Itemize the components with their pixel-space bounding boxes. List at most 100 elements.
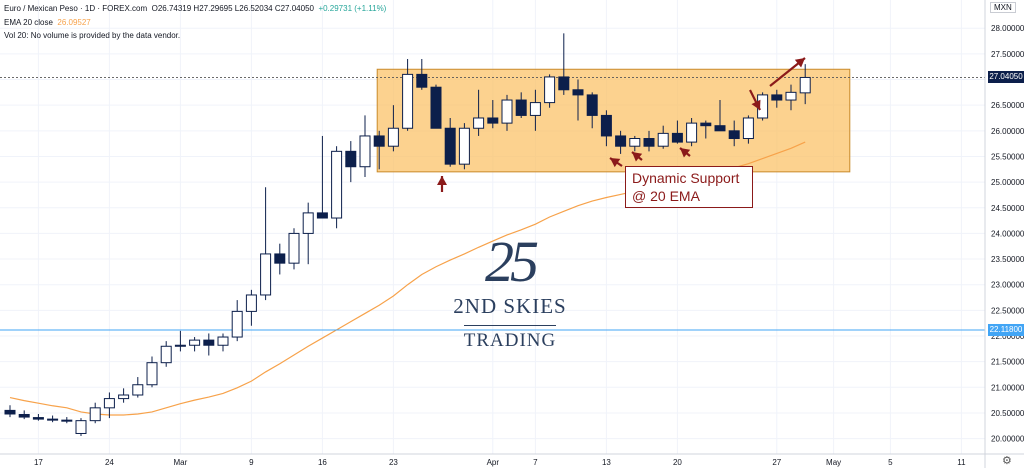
y-tick-label: 21.50000 (991, 358, 1024, 367)
candle (189, 337, 201, 352)
watermark-line-1: 2ND SKIES (453, 294, 567, 318)
callout-line-2: @ 20 EMA (632, 188, 700, 204)
candle (160, 341, 172, 367)
candle (615, 130, 627, 154)
y-tick-label: 26.00000 (991, 127, 1024, 136)
annotation-arrows (437, 57, 806, 192)
y-tick-label: 20.50000 (991, 409, 1024, 418)
candle-body (132, 384, 144, 396)
candle-body (260, 253, 272, 296)
candle (544, 74, 556, 108)
ohlc-values: O26.74319 H27.29695 L26.52034 C27.04050 (151, 4, 314, 13)
candle (657, 125, 669, 149)
candle (714, 100, 726, 132)
volume-legend: Vol 20: No volume is provided by the dat… (4, 31, 180, 40)
candle-body (515, 99, 527, 116)
x-tick-label: Apr (487, 458, 500, 467)
candle (4, 405, 16, 418)
currency-unit-label[interactable]: MXN (990, 2, 1016, 13)
candle (799, 64, 811, 105)
candle (402, 58, 414, 131)
candle-body (146, 362, 158, 386)
candle-body (387, 127, 399, 147)
candle (245, 289, 257, 326)
candle (89, 402, 101, 424)
x-tick-label: 7 (533, 458, 538, 467)
arrow-head (632, 152, 643, 162)
x-tick-label: Mar (174, 458, 188, 467)
candle (771, 89, 783, 108)
arrow-head (680, 148, 691, 158)
candle-body (118, 394, 130, 400)
arrow-head (751, 99, 761, 110)
x-tick-label: 16 (318, 458, 327, 467)
candle (629, 135, 641, 152)
candle-body (501, 99, 513, 124)
candle (331, 146, 343, 229)
candle (274, 243, 286, 275)
candle-body (89, 407, 101, 422)
price-axis[interactable]: 28.0000027.5000027.0000026.5000026.00000… (984, 0, 1024, 468)
x-tick-label: 13 (602, 458, 611, 467)
candle-body (714, 125, 726, 132)
x-tick-label: 11 (957, 458, 966, 467)
candle (146, 356, 158, 388)
candle-body (47, 418, 59, 421)
arrow-head (610, 158, 621, 168)
candle (75, 418, 87, 437)
current-price-tag: 27.04050 (988, 71, 1024, 84)
candle-body (402, 73, 414, 129)
candle-body (373, 135, 385, 147)
candle-body (529, 102, 541, 116)
x-tick-label: May (826, 458, 841, 467)
candle (416, 58, 428, 90)
candle-body (331, 150, 343, 219)
candle-body (671, 132, 683, 143)
candle (728, 120, 740, 147)
watermark-mark: 25 (485, 229, 539, 294)
candle-body (174, 344, 186, 347)
candle (47, 415, 59, 423)
candle (260, 187, 272, 301)
candle (61, 417, 73, 424)
candle (444, 117, 456, 167)
arrow-pullback-down (749, 89, 761, 111)
candle-body (785, 91, 797, 101)
candle (217, 333, 229, 352)
y-tick-label: 27.50000 (991, 50, 1024, 59)
candle-body (544, 76, 556, 104)
time-axis[interactable]: 17 24 Mar 9 16 23 Apr 7 13 20 27 May 5 11 (0, 453, 1024, 467)
ema-value: 26.09527 (57, 18, 91, 27)
candle (18, 410, 30, 420)
y-tick-label: 28.00000 (991, 24, 1024, 33)
candle (700, 120, 712, 139)
watermark-line-2: TRADING (463, 330, 557, 351)
arrow-ema-touch-2 (631, 151, 643, 162)
symbol-title: Euro / Mexican Peso · 1D · FOREX.com (4, 4, 148, 13)
x-tick-label: 5 (888, 458, 893, 467)
candle (387, 105, 399, 152)
candle-body (61, 419, 73, 422)
candle-body (245, 294, 257, 312)
candle-body (586, 94, 598, 116)
y-tick-label: 26.50000 (991, 101, 1024, 110)
candle-body (4, 409, 16, 415)
x-tick-label: 20 (673, 458, 682, 467)
candle-body (189, 339, 201, 346)
candle-body (629, 138, 641, 147)
candle-body (75, 420, 87, 434)
candle-body (572, 89, 584, 96)
watermark-logo: 25 2ND SKIES TRADING (440, 232, 580, 352)
candle-body (615, 135, 627, 147)
candle-body (32, 417, 44, 420)
y-tick-label: 25.00000 (991, 178, 1024, 187)
candle-body (18, 413, 30, 418)
candle-body (416, 73, 428, 88)
candle (643, 130, 655, 152)
candle (586, 92, 598, 129)
candles (4, 33, 811, 437)
candle-body (302, 212, 314, 234)
candle (742, 115, 754, 144)
settings-gear-icon[interactable]: ⚙ (1002, 455, 1012, 467)
